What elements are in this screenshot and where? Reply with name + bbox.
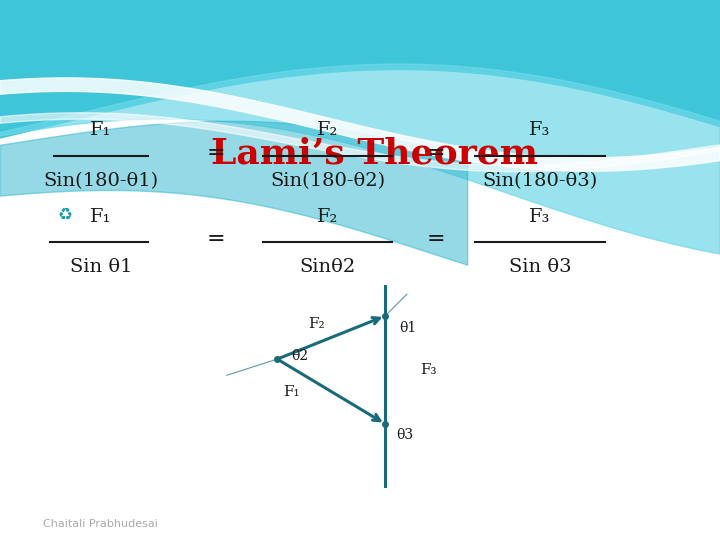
Text: =: = xyxy=(207,228,225,250)
Text: Sin θ3: Sin θ3 xyxy=(509,258,571,276)
Text: =: = xyxy=(207,142,225,164)
Text: =: = xyxy=(426,142,445,164)
Text: Lami’s Theorem: Lami’s Theorem xyxy=(211,137,538,171)
Text: F₁: F₁ xyxy=(283,384,300,399)
Text: F₂: F₂ xyxy=(317,208,338,226)
Text: θ2: θ2 xyxy=(292,349,309,363)
Text: Chaitali Prabhudesai: Chaitali Prabhudesai xyxy=(43,519,158,529)
Text: F₃: F₃ xyxy=(420,363,436,377)
Text: Sinθ2: Sinθ2 xyxy=(300,258,356,276)
Text: ♻: ♻ xyxy=(58,205,72,223)
Text: F₁: F₁ xyxy=(90,208,112,226)
Text: θ3: θ3 xyxy=(396,428,413,442)
Text: F₂: F₂ xyxy=(317,122,338,139)
Text: F₃: F₃ xyxy=(529,208,551,226)
Text: F₃: F₃ xyxy=(529,122,551,139)
Text: F₁: F₁ xyxy=(90,122,112,139)
Text: Sin(180-θ2): Sin(180-θ2) xyxy=(270,172,385,190)
Text: Sin(180-θ1): Sin(180-θ1) xyxy=(43,172,158,190)
Text: =: = xyxy=(426,228,445,250)
Text: Sin(180-θ3): Sin(180-θ3) xyxy=(482,172,598,190)
Text: Sin θ1: Sin θ1 xyxy=(70,258,132,276)
Text: θ1: θ1 xyxy=(400,321,417,335)
Text: F₂: F₂ xyxy=(308,317,325,331)
